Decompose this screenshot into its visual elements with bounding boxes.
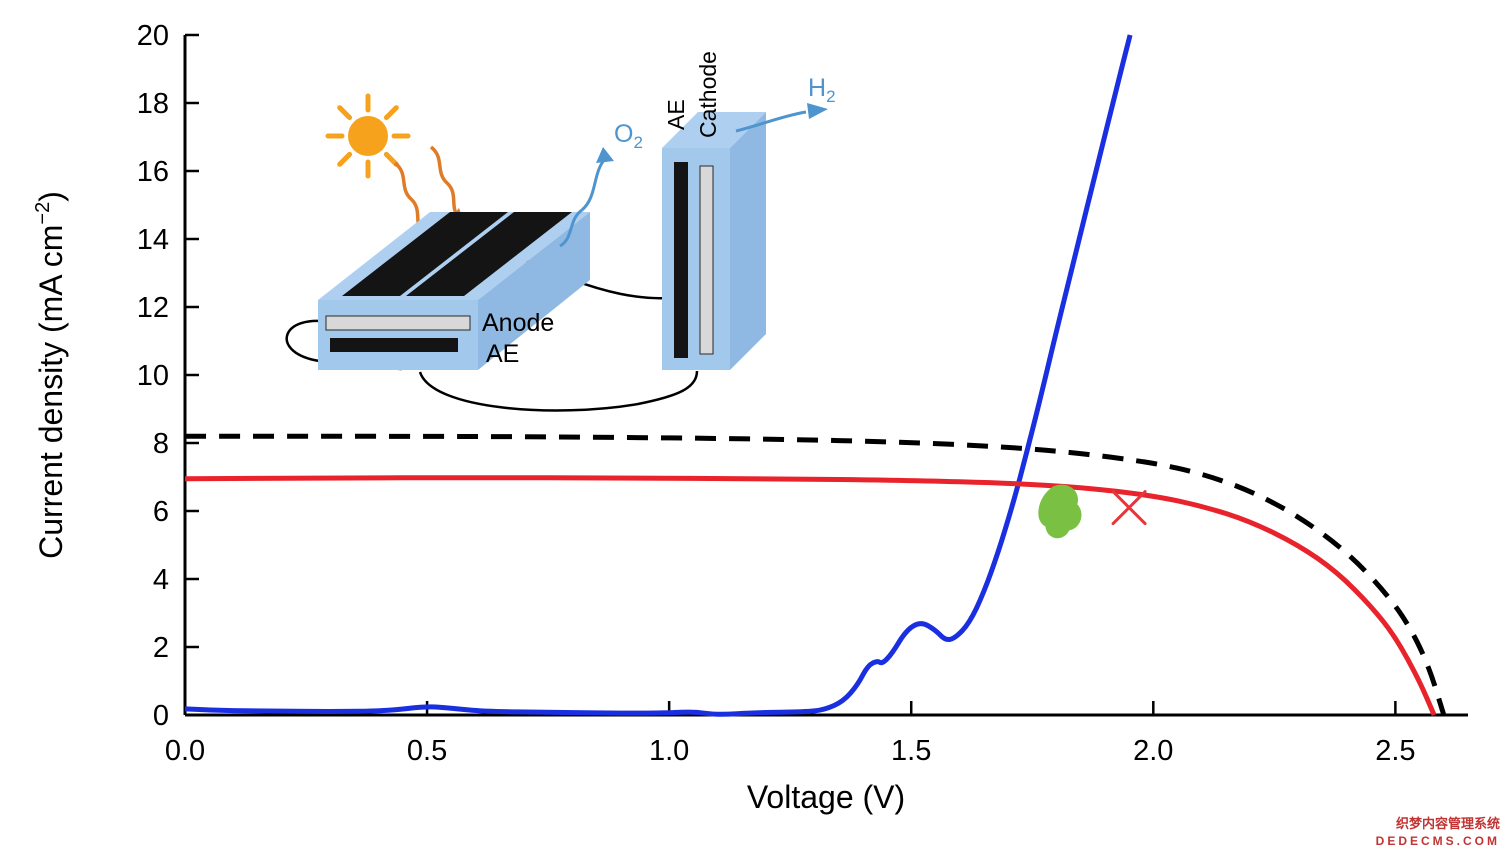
series-solar-cell-measured <box>184 475 1437 716</box>
y-axis-label-superscript: −2 <box>32 202 54 225</box>
y-tick-label: 12 <box>137 292 169 324</box>
y-tick-label: 8 <box>153 428 169 460</box>
x-tick-label: 2.5 <box>1375 735 1415 767</box>
cathode-device: AE Cathode <box>662 51 766 370</box>
watermark-line2: DEDECMS.COM <box>1375 834 1500 849</box>
y-tick-label: 4 <box>153 564 169 596</box>
operating-region-blob <box>1038 484 1082 539</box>
watermark: 织梦内容管理系统 DEDECMS.COM <box>1376 815 1500 850</box>
slab-right-face <box>478 212 590 370</box>
y-axis-label-prefix: Current density (mA cm <box>33 225 69 559</box>
y-axis-label: Current density (mA cm−2) <box>32 191 69 559</box>
cathode-bar <box>699 165 714 355</box>
h2-label: H2 <box>808 74 836 106</box>
o2-label: O2 <box>614 120 643 152</box>
h2-label-sub: 2 <box>826 87 835 106</box>
slab-front-face <box>318 300 478 370</box>
ae-front-label: AE <box>486 340 519 368</box>
x-axis-label: Voltage (V) <box>747 779 905 815</box>
ae-bar <box>674 162 688 358</box>
cathode-slab-top-face <box>662 112 766 148</box>
o2-label-sub: 2 <box>633 133 642 152</box>
y-tick-label: 6 <box>153 496 169 528</box>
y-tick-label: 16 <box>137 156 169 188</box>
cathode-label: Cathode <box>695 51 721 138</box>
wire-bottom <box>418 370 699 412</box>
o2-bubble-curl <box>559 208 583 248</box>
cathode-slab-right-face <box>730 112 766 370</box>
anode-label: Anode <box>482 309 554 337</box>
o2-arrowhead-icon <box>596 147 614 163</box>
x-tick-label: 0.5 <box>407 735 447 767</box>
y-tick-label: 18 <box>137 88 169 120</box>
h2-arrowhead-icon <box>807 103 828 119</box>
anode-stripe <box>325 315 471 331</box>
h2-label-base: H <box>808 74 826 102</box>
o2-label-base: O <box>614 120 633 148</box>
sun-icon <box>325 93 411 179</box>
x-tick-label: 1.5 <box>891 735 931 767</box>
watermark-line1: 织梦内容管理系统 <box>1395 816 1500 832</box>
cathode-slab-front-face <box>662 148 730 370</box>
hydrogen-output: H2 <box>735 74 836 133</box>
pv-cell-1 <box>342 212 508 296</box>
x-tick-label: 2.0 <box>1133 735 1173 767</box>
operating-point-x-marker <box>1111 490 1147 526</box>
series-solar-cell-ideal-dashed <box>184 433 1447 716</box>
y-tick-label: 10 <box>137 360 169 392</box>
y-tick-label: 20 <box>137 20 169 52</box>
ae-side-label: AE <box>663 99 689 130</box>
h2-arrow <box>735 110 807 133</box>
x-tick-label: 0.0 <box>165 735 205 767</box>
y-tick-label: 14 <box>137 224 169 256</box>
y-axis-label-suffix: ) <box>33 191 69 202</box>
inset-diagram: Anode AE O2 AE Cathode <box>285 51 836 412</box>
ae-stripe <box>330 338 458 352</box>
oxygen-output: O2 <box>559 120 643 248</box>
y-tick-label: 0 <box>153 700 169 732</box>
y-tick-label: 2 <box>153 632 169 664</box>
x-tick-label: 1.0 <box>649 735 689 767</box>
photoanode-device: Anode AE <box>318 212 590 370</box>
o2-arrow <box>580 156 608 212</box>
series-electrolyser-jv <box>184 34 1133 717</box>
pv-cell-2 <box>406 212 572 296</box>
